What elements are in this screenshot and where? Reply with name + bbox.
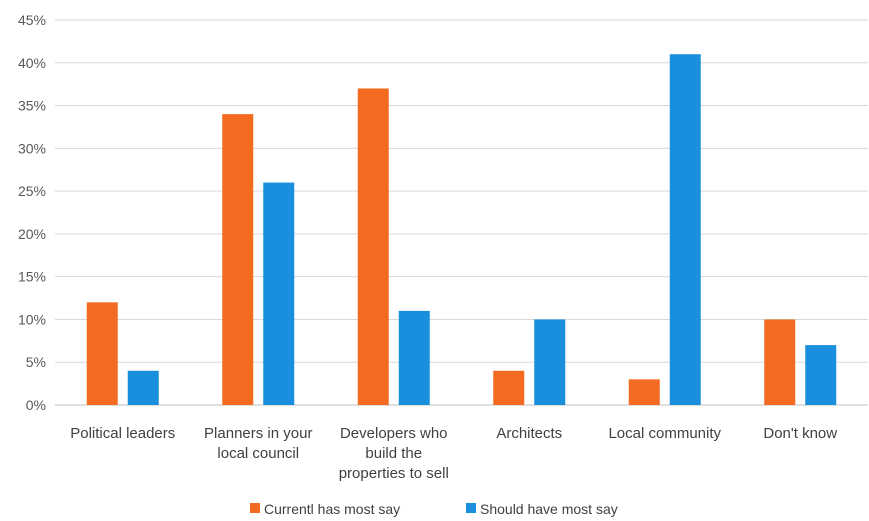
bar-should-have-4 — [669, 54, 701, 405]
y-tick-label: 10% — [18, 311, 46, 327]
legend: Currentl has most say Should have most sa… — [250, 501, 618, 517]
y-tick-label: 25% — [18, 183, 46, 199]
y-axis-tick-labels: 0% 5% 10% 15% 20% 25% 30% 35% 40% 45% — [18, 12, 46, 413]
x-category-label: Planners in your local council — [204, 425, 312, 462]
x-category-label-line: Local community — [608, 425, 721, 442]
x-category-label-line: properties to sell — [339, 465, 449, 482]
bar-should-have-0 — [127, 370, 159, 405]
bar-currently-3 — [493, 370, 525, 405]
y-tick-label: 15% — [18, 269, 46, 285]
bar-should-have-2 — [398, 310, 430, 405]
x-category-label: Developers who build the properties to sel… — [339, 425, 449, 482]
y-tick-label: 5% — [26, 354, 46, 370]
legend-swatch — [466, 503, 476, 513]
y-tick-label: 40% — [18, 55, 46, 71]
legend-label: Should have most say — [480, 501, 618, 517]
y-tick-label: 30% — [18, 140, 46, 156]
bar-currently-1 — [222, 114, 254, 405]
x-category-label-line: build the — [365, 445, 422, 462]
x-category-label-line: Architects — [496, 425, 562, 442]
y-tick-label: 45% — [18, 12, 46, 28]
bar-should-have-1 — [263, 182, 295, 405]
bar-currently-2 — [357, 88, 389, 405]
y-tick-label: 0% — [26, 397, 46, 413]
x-category-label: Architects — [496, 425, 562, 442]
legend-label: Currentl has most say — [264, 501, 400, 517]
x-category-label-line: Planners in your — [204, 425, 312, 442]
bar-should-have-3 — [534, 319, 566, 405]
x-category-label: Political leaders — [70, 425, 175, 442]
x-axis-category-labels: Political leaders Planners in your local c… — [70, 425, 837, 482]
y-tick-label: 20% — [18, 226, 46, 242]
bar-should-have-5 — [805, 345, 837, 405]
x-category-label: Local community — [608, 425, 721, 442]
y-tick-label: 35% — [18, 98, 46, 114]
bar-currently-0 — [86, 302, 118, 405]
x-category-label-line: local council — [217, 445, 299, 462]
gridlines — [55, 19, 868, 406]
x-category-label-line: Developers who — [340, 425, 448, 442]
x-category-label-line: Political leaders — [70, 425, 175, 442]
bar-currently-4 — [628, 379, 660, 405]
bar-currently-5 — [764, 319, 796, 405]
x-category-label-line: Don't know — [763, 425, 837, 442]
bars — [86, 54, 837, 405]
x-category-label: Don't know — [763, 425, 837, 442]
legend-swatch — [250, 503, 260, 513]
